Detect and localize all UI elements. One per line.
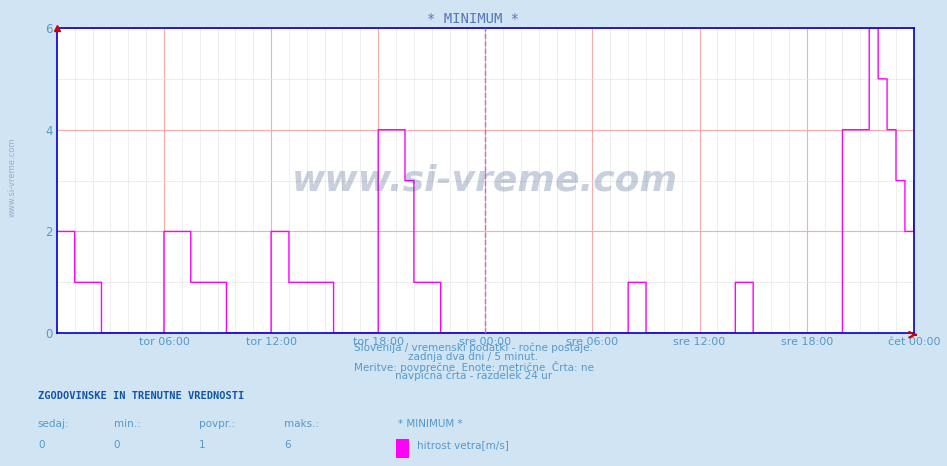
Text: maks.:: maks.:: [284, 419, 319, 429]
Text: hitrost vetra[m/s]: hitrost vetra[m/s]: [417, 440, 509, 450]
Text: povpr.:: povpr.:: [199, 419, 235, 429]
Text: Meritve: povprečne  Enote: metrične  Črta: ne: Meritve: povprečne Enote: metrične Črta:…: [353, 361, 594, 373]
Text: min.:: min.:: [114, 419, 140, 429]
Text: navpična črta - razdelek 24 ur: navpična črta - razdelek 24 ur: [395, 370, 552, 381]
Text: * MINIMUM *: * MINIMUM *: [398, 419, 462, 429]
Text: 0: 0: [38, 440, 45, 450]
Text: sedaj:: sedaj:: [38, 419, 69, 429]
Text: ZGODOVINSKE IN TRENUTNE VREDNOSTI: ZGODOVINSKE IN TRENUTNE VREDNOSTI: [38, 391, 244, 401]
Text: 0: 0: [114, 440, 120, 450]
Text: www.si-vreme.com: www.si-vreme.com: [8, 137, 17, 217]
Text: 1: 1: [199, 440, 205, 450]
Text: Slovenija / vremenski podatki - ročne postaje.: Slovenija / vremenski podatki - ročne po…: [354, 343, 593, 353]
Text: zadnja dva dni / 5 minut.: zadnja dva dni / 5 minut.: [408, 352, 539, 362]
Text: www.si-vreme.com: www.si-vreme.com: [293, 164, 678, 198]
Text: * MINIMUM *: * MINIMUM *: [427, 12, 520, 26]
Text: 6: 6: [284, 440, 291, 450]
